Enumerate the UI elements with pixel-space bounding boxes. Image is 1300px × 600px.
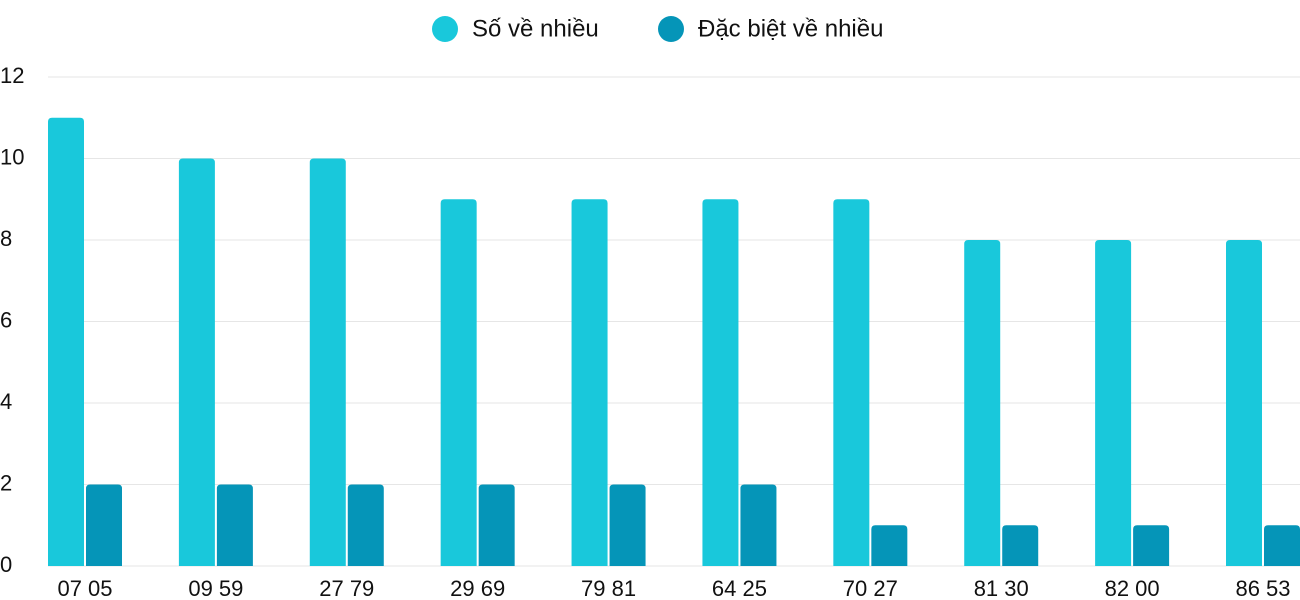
bar <box>48 117 84 566</box>
bar <box>440 199 477 566</box>
x-tick-label: 09 59 <box>188 576 243 600</box>
bar <box>833 199 870 566</box>
y-tick-label: 4 <box>0 389 12 414</box>
bar <box>309 158 346 566</box>
x-tick-label: 81 30 <box>974 576 1029 600</box>
bar <box>702 199 739 566</box>
bar <box>1095 240 1132 566</box>
y-tick-label: 12 <box>0 63 24 88</box>
bar <box>86 484 122 566</box>
bar <box>740 484 777 566</box>
y-tick-label: 2 <box>0 470 12 495</box>
bar <box>478 484 515 566</box>
x-tick-label: 29 69 <box>450 576 505 600</box>
x-tick-label: 79 81 <box>581 576 636 600</box>
bar <box>1264 525 1300 566</box>
y-tick-label: 6 <box>0 307 12 332</box>
bar <box>216 484 253 566</box>
x-tick-label: 86 53 <box>1235 576 1290 600</box>
bar <box>178 158 215 566</box>
x-tick-label: 70 27 <box>843 576 898 600</box>
legend-label: Số về nhiều <box>472 15 599 42</box>
legend-swatch <box>432 16 458 42</box>
y-tick-label: 8 <box>0 226 12 251</box>
y-tick-label: 10 <box>0 144 24 169</box>
x-tick-label: 64 25 <box>712 576 767 600</box>
bar <box>1133 525 1170 566</box>
bar <box>871 525 908 566</box>
x-tick-label: 82 00 <box>1105 576 1160 600</box>
legend-label: Đặc biệt về nhiều <box>698 15 883 42</box>
legend-swatch <box>658 16 684 42</box>
bar <box>964 240 1001 566</box>
x-tick-label: 07 05 <box>57 576 112 600</box>
bar <box>609 484 646 566</box>
bar <box>1002 525 1039 566</box>
bar <box>347 484 384 566</box>
y-tick-label: 0 <box>0 552 12 577</box>
bar <box>1226 240 1262 566</box>
bar <box>571 199 608 566</box>
x-tick-label: 27 79 <box>319 576 374 600</box>
